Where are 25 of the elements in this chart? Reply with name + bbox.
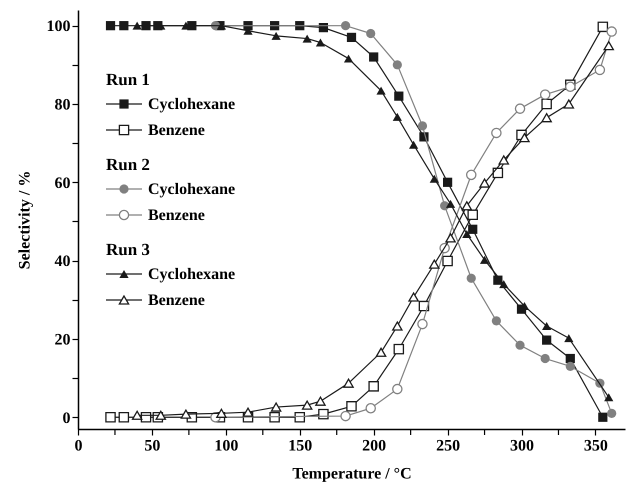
x-tick-label: 200 [362, 438, 386, 454]
x-tick-label: 0 [74, 438, 82, 454]
annotation: Run 1 [106, 70, 150, 89]
annotation: Run 3 [106, 240, 150, 259]
legend-label: Benzene [148, 122, 205, 139]
legend-label: Cyclohexane [148, 96, 236, 113]
x-tick-label: 150 [288, 438, 312, 454]
annotation: Run 2 [106, 155, 150, 174]
y-tick-label: 100 [46, 18, 70, 36]
legend-label: Cyclohexane [148, 181, 236, 198]
x-tick-label: 100 [214, 438, 238, 454]
x-tick-label: 250 [436, 438, 460, 454]
y-tick-label: 20 [54, 331, 70, 348]
y-tick-label: 80 [54, 96, 70, 114]
x-tick-label: 350 [584, 438, 608, 454]
x-axis-title: Temperature / °C [292, 466, 412, 482]
legend-label: Cyclohexane [148, 266, 236, 283]
y-tick-label: 0 [62, 410, 70, 427]
x-tick-label: 50 [144, 438, 160, 454]
legend-label: Benzene [148, 292, 205, 309]
legend-label: Benzene [148, 207, 205, 224]
y-tick-label: 60 [54, 174, 70, 192]
x-tick-label: 300 [510, 438, 534, 454]
y-axis-title: Selectivity / % [16, 170, 34, 270]
y-tick-label: 40 [54, 253, 70, 270]
